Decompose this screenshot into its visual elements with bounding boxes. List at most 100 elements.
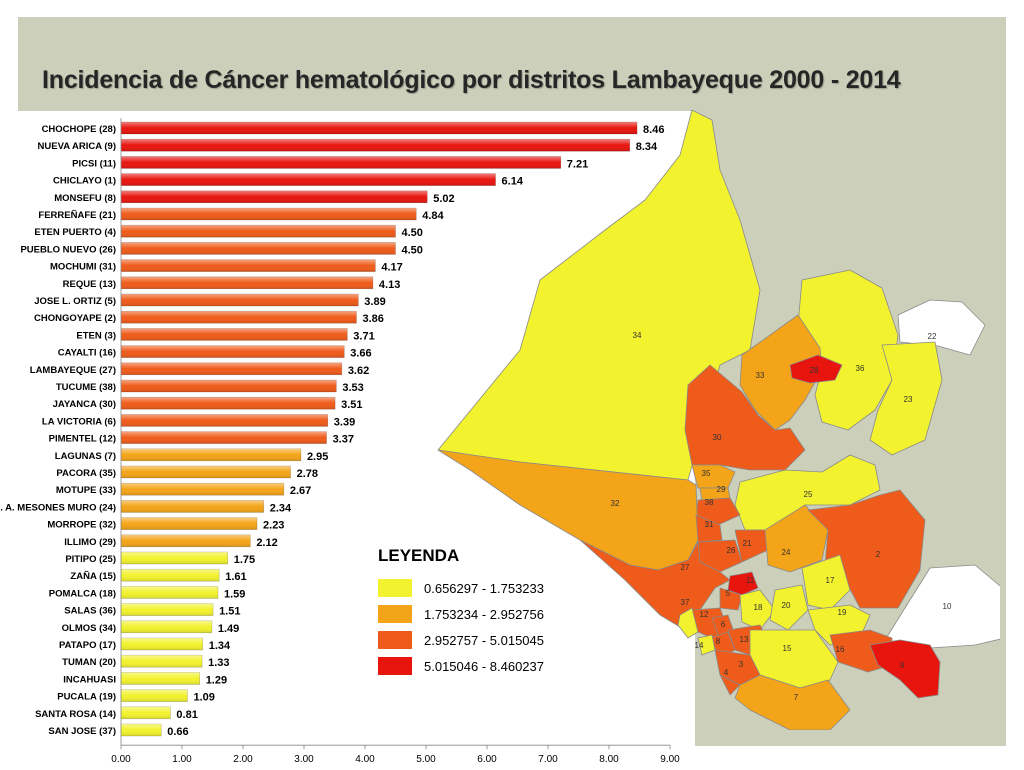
legend-swatch	[378, 605, 412, 623]
district-number-label: 6	[721, 620, 726, 629]
value-label: 7.21	[567, 158, 588, 170]
x-tick-label: 4.00	[355, 754, 375, 765]
value-label: 4.84	[422, 210, 444, 222]
category-label: REQUE (13)	[63, 279, 116, 290]
district-number-label: 10	[943, 602, 952, 611]
district-17	[801, 554, 851, 611]
value-label: 3.53	[342, 382, 363, 394]
category-label: JOSE L. ORTIZ (5)	[34, 296, 116, 307]
value-label: 3.37	[333, 434, 354, 446]
bar-chart: CHOCHOPE (28) 8.46 NUEVA ARICA (9) 8.34 PICS…	[0, 118, 680, 765]
district-number-label: 17	[826, 576, 835, 585]
district-number-label: 36	[856, 364, 865, 373]
bar-highlight	[121, 672, 200, 685]
category-label: LA VICTORIA (6)	[42, 416, 116, 427]
bar-highlight	[121, 448, 301, 461]
district-number-label: 19	[838, 608, 847, 617]
value-label: 1.49	[218, 623, 239, 635]
district-number-label: 15	[783, 644, 792, 653]
category-label: INCAHUASI	[63, 674, 116, 685]
value-label: 1.34	[209, 640, 231, 652]
bar-highlight	[121, 362, 342, 375]
x-tick-label: 5.00	[416, 754, 436, 765]
category-label: MONSEFU (8)	[54, 193, 116, 204]
category-label: PATAPO (17)	[59, 640, 116, 651]
value-label: 4.17	[381, 262, 402, 274]
category-label: PACORA (35)	[56, 468, 116, 479]
category-label: CHICLAYO (1)	[53, 176, 116, 187]
district-number-label: 18	[754, 603, 763, 612]
x-tick-label: 2.00	[233, 754, 253, 765]
bar-highlight	[121, 552, 228, 564]
legend: LEYENDA 0.656297 - 1.753233 1.753234 - 2…	[378, 546, 544, 679]
district-37	[677, 607, 699, 639]
district-27	[579, 539, 731, 631]
bar-highlight	[121, 603, 214, 616]
title-banner	[18, 17, 1006, 111]
district-number-label: 14	[695, 641, 704, 650]
legend-label: 0.656297 - 1.753233	[424, 580, 544, 596]
category-label: CAYALTI (16)	[58, 348, 116, 359]
value-label: 3.51	[341, 399, 362, 411]
value-label: 1.61	[225, 571, 246, 583]
bar-highlight	[121, 208, 417, 220]
legend-label: 1.753234 - 2.952756	[424, 606, 544, 622]
district-number-label: 24	[782, 548, 791, 557]
value-label: 2.34	[270, 502, 292, 514]
bar-highlight	[121, 397, 336, 410]
value-label: 3.62	[348, 365, 369, 377]
x-tick-label: 9.00	[660, 754, 680, 765]
category-label: CHONGOYAPE (2)	[34, 313, 116, 324]
bar-highlight	[121, 414, 328, 427]
district-number-label: 16	[836, 645, 845, 654]
value-label: 1.29	[206, 674, 227, 686]
value-label: 3.39	[334, 416, 355, 428]
bar-highlight	[121, 156, 561, 169]
x-tick-label: 8.00	[599, 754, 619, 765]
legend-label: 5.015046 - 8.460237	[424, 658, 544, 674]
district-number-label: 20	[782, 601, 791, 610]
category-label: PUEBLO NUEVO (26)	[20, 244, 116, 255]
district-number-label: 13	[740, 635, 749, 644]
category-label: MOCHUMI (31)	[50, 262, 116, 273]
category-label: MORROPE (32)	[47, 520, 116, 531]
value-label: 3.66	[350, 348, 371, 360]
value-label: 3.71	[353, 330, 374, 342]
district-20	[769, 584, 809, 631]
category-label: FERREÑAFE (21)	[38, 210, 116, 221]
category-label: PIMENTEL (12)	[49, 434, 116, 445]
district-7	[734, 674, 851, 730]
district-2	[807, 489, 926, 609]
category-label: LAGUNAS (7)	[55, 451, 116, 462]
category-label: ETEN PUERTO (4)	[34, 227, 116, 238]
category-label: POMALCA (18)	[49, 588, 116, 599]
legend-swatch	[378, 579, 412, 597]
district-number-label: 37	[681, 598, 690, 607]
bar-highlight	[121, 328, 348, 341]
value-label: 4.13	[379, 279, 400, 291]
district-10	[884, 564, 1000, 649]
district-28	[789, 354, 843, 384]
legend-label: 2.952757 - 5.015045	[424, 632, 544, 648]
district-number-label: 27	[681, 563, 690, 572]
bar-highlight	[121, 466, 291, 478]
district-9	[869, 639, 941, 699]
district-number-label: 23	[904, 395, 913, 404]
bar-highlight	[121, 500, 264, 513]
value-label: 2.12	[256, 537, 277, 549]
bar-highlight	[121, 706, 171, 719]
value-label: 4.50	[402, 227, 423, 239]
value-label: 4.50	[402, 244, 423, 256]
category-label: M. A. MESONES MURO (24)	[0, 502, 116, 513]
category-label: SANTA ROSA (14)	[35, 709, 116, 720]
value-label: 0.81	[176, 709, 197, 721]
value-label: 2.95	[307, 451, 328, 463]
district-number-label: 31	[705, 520, 714, 529]
legend-title: LEYENDA	[378, 546, 460, 565]
district-31	[695, 514, 723, 543]
category-label: JAYANCA (30)	[53, 399, 116, 410]
district-number-label: 25	[804, 490, 813, 499]
category-label: MOTUPE (33)	[56, 485, 116, 496]
district-number-label: 21	[743, 539, 752, 548]
bar-highlight	[121, 517, 258, 530]
